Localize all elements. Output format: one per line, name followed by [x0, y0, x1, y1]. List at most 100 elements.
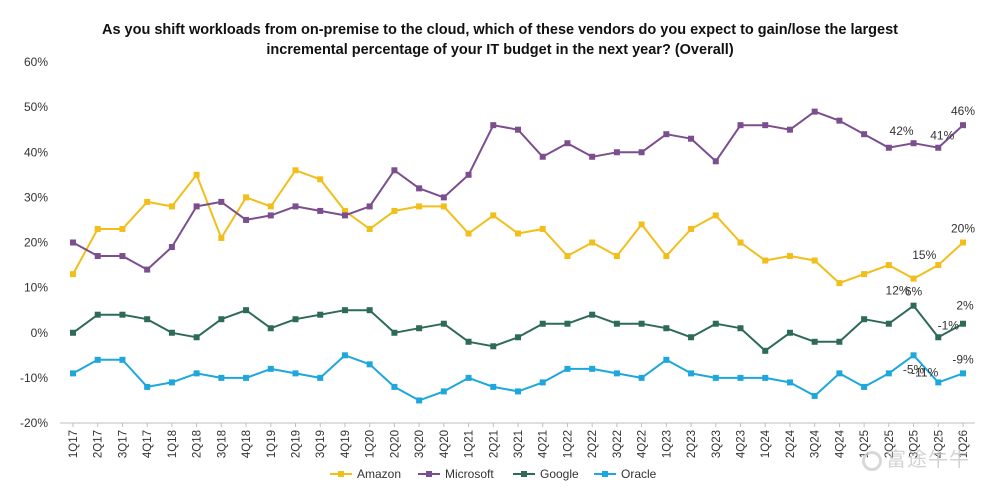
data-point-google	[638, 320, 645, 327]
data-point-oracle	[811, 392, 818, 399]
data-point-google	[910, 302, 917, 309]
data-point-microsoft	[391, 167, 398, 174]
data-point-amazon	[663, 253, 670, 260]
data-point-google	[218, 316, 225, 323]
data-point-google	[341, 307, 348, 314]
x-tick-label: 3Q24	[810, 429, 822, 458]
data-point-oracle	[144, 383, 151, 390]
data-point-microsoft	[688, 135, 695, 142]
data-point-amazon	[762, 257, 769, 264]
data-point-microsoft	[638, 149, 645, 156]
data-point-oracle	[94, 356, 101, 363]
data-point-oracle	[366, 361, 373, 368]
data-point-amazon	[589, 239, 596, 246]
data-point-google	[589, 311, 596, 318]
data-point-microsoft	[539, 153, 546, 160]
data-point-amazon	[638, 221, 645, 228]
data-point-oracle	[737, 374, 744, 381]
data-point-google	[168, 329, 175, 336]
y-tick-label: 40%	[24, 145, 48, 159]
data-point-microsoft	[836, 117, 843, 124]
data-point-oracle	[564, 365, 571, 372]
data-point-google	[688, 334, 695, 341]
x-tick-label: 2Q24	[785, 429, 797, 458]
data-point-amazon	[391, 207, 398, 214]
x-tick-label: 3Q19	[315, 430, 327, 458]
data-point-microsoft	[960, 122, 966, 129]
data-point-amazon	[94, 225, 101, 232]
x-tick-label: 1Q26	[958, 430, 970, 458]
data-point-microsoft	[762, 122, 769, 129]
x-tick-label: 2Q25	[884, 430, 896, 458]
series-oracle	[70, 352, 966, 404]
data-point-microsoft	[317, 207, 324, 214]
y-tick-label: 20%	[24, 236, 48, 250]
data-point-google	[960, 320, 966, 327]
data-point-google	[391, 329, 398, 336]
data-point-microsoft	[663, 131, 670, 138]
x-tick-label: 3Q18	[216, 430, 228, 458]
series-line-microsoft	[72, 110, 964, 271]
data-point-oracle	[391, 383, 398, 390]
data-point-microsoft	[366, 203, 373, 210]
data-point-microsoft	[465, 171, 472, 178]
legend-label: Google	[540, 467, 579, 481]
x-tick-label: 2Q19	[291, 430, 303, 458]
data-point-microsoft	[341, 212, 348, 219]
data-point-google	[440, 320, 447, 327]
data-point-google	[317, 311, 324, 318]
data-point-microsoft	[70, 239, 76, 246]
data-point-microsoft	[515, 126, 521, 133]
data-point-amazon	[193, 171, 200, 178]
data-point-microsoft	[490, 122, 497, 129]
data-point-google	[836, 338, 843, 345]
series-google	[70, 302, 966, 354]
data-point-google	[292, 316, 299, 323]
legend-item-amazon: Amazon	[330, 467, 401, 481]
x-tick-label: 1Q19	[266, 430, 278, 458]
x-tick-label: 4Q18	[241, 430, 253, 458]
legend: Amazon Microsoft Google Oracle	[330, 467, 657, 481]
x-tick-label: 1Q20	[365, 430, 377, 458]
data-point-amazon	[218, 234, 225, 241]
data-point-google	[613, 320, 620, 327]
y-tick-label: 10%	[24, 281, 48, 295]
x-tick-label: 1Q17	[68, 430, 80, 458]
data-label-microsoft: 41%	[930, 129, 954, 143]
series-line-amazon	[72, 169, 964, 285]
data-point-microsoft	[811, 108, 818, 115]
data-point-oracle	[243, 374, 250, 381]
data-point-microsoft	[786, 126, 793, 133]
data-point-oracle	[416, 397, 423, 404]
x-tick-label: 4Q17	[142, 430, 154, 458]
data-point-google	[712, 320, 719, 327]
data-point-oracle	[638, 374, 645, 381]
data-point-microsoft	[94, 253, 101, 260]
data-point-oracle	[712, 374, 719, 381]
data-point-amazon	[786, 253, 793, 260]
data-point-microsoft	[119, 253, 126, 260]
data-point-oracle	[168, 379, 175, 386]
data-point-microsoft	[564, 140, 571, 147]
data-point-amazon	[910, 275, 917, 282]
data-point-google	[70, 329, 76, 336]
data-point-oracle	[663, 356, 670, 363]
data-point-microsoft	[589, 153, 596, 160]
data-point-amazon	[861, 271, 868, 278]
y-tick-label: -20%	[20, 416, 48, 430]
data-point-microsoft	[885, 144, 892, 151]
x-tick-label: 2Q17	[93, 430, 105, 458]
data-point-amazon	[737, 239, 744, 246]
data-point-amazon	[688, 225, 695, 232]
data-point-oracle	[786, 379, 793, 386]
data-label-google: 6%	[905, 285, 923, 299]
legend-item-google: Google	[513, 467, 579, 481]
data-point-oracle	[193, 370, 200, 377]
data-point-amazon	[341, 207, 348, 214]
x-tick-label: 3Q25	[909, 430, 921, 458]
data-point-amazon	[119, 225, 126, 232]
data-label-amazon: 20%	[951, 222, 975, 236]
data-point-oracle	[292, 370, 299, 377]
data-point-amazon	[317, 176, 324, 183]
data-point-amazon	[267, 203, 274, 210]
